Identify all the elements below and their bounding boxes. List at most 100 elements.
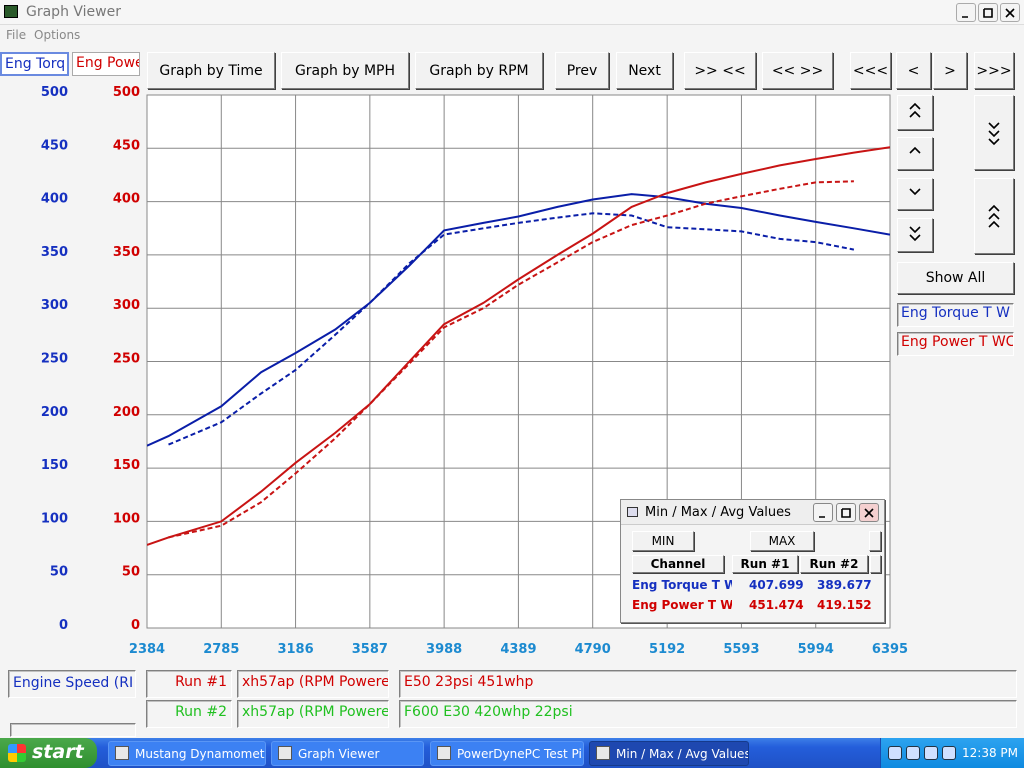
task-icon [278,746,292,760]
taskbar-task[interactable]: Graph Viewer [271,741,424,766]
title-bar [0,0,1024,25]
chevron [909,146,921,154]
taskbar-task[interactable]: PowerDynePC Test Pi... [430,741,584,766]
scroll-button[interactable] [897,218,933,252]
popup-scroll[interactable] [869,531,881,551]
popup-max-button[interactable] [836,503,856,522]
table-cell: Eng Power T W( [632,598,732,612]
y2-tick-label: 450 [113,138,140,153]
popup-min-button[interactable] [813,503,833,522]
scroll-button[interactable] [897,137,933,170]
menu-item[interactable]: Options [34,28,81,42]
window-min-button[interactable] [956,3,976,22]
y-tick-label: 200 [41,405,68,420]
scroll-button[interactable] [974,95,1014,170]
task-icon [437,746,451,760]
scroll-button[interactable] [897,178,933,210]
x-tick-label: 5994 [798,642,834,657]
chevron [909,110,921,118]
icon [909,146,921,154]
popup-header-end [870,555,881,573]
toolbar-button[interactable]: Graph by MPH [281,52,409,89]
y2-tick-label: 100 [113,511,140,526]
y-tick-label: 150 [41,458,68,473]
windows-logo [8,744,26,762]
icon [962,15,968,18]
chevron [909,102,921,110]
chevron [983,7,993,18]
chevron [988,212,1000,220]
toolbar-button[interactable]: >> << [684,52,756,89]
table-cell: 389.677 [817,578,872,592]
icon [983,7,993,18]
toolbar-button[interactable]: Prev [555,52,609,89]
y-tick-label: 250 [41,352,68,367]
x-tick-label: 2384 [129,642,165,657]
icon [909,226,921,242]
clock: 12:38 PM [962,746,1018,760]
x-tick-label: 5593 [723,642,759,657]
channel-tab[interactable]: Eng Torq [0,52,69,76]
y-tick-label: 350 [41,245,68,260]
task-icon [115,746,129,760]
popup-icon [627,507,638,517]
icon [819,515,825,518]
chevron [988,121,1000,129]
y-tick-label: 50 [50,565,68,580]
x-tick-label: 5192 [649,642,685,657]
tray-icon [924,746,938,760]
toolbar-button[interactable]: << >> [762,52,833,89]
column-header: Run #2 [800,555,868,573]
chevron [841,507,851,518]
show-all-button[interactable]: Show All [897,262,1014,294]
scroll-button[interactable] [974,178,1014,254]
channel-box[interactable]: Eng Torque T W [897,303,1014,327]
y2-tick-label: 200 [113,405,140,420]
run-file: xh57ap (RPM Powere [237,700,389,728]
x-tick-label: 3988 [426,642,462,657]
chevron [909,234,921,242]
run-label: Run #1 [146,670,232,698]
menu-item[interactable]: File [6,28,27,42]
chevron [909,188,921,196]
table-cell: 419.152 [817,598,872,612]
window-max-button[interactable] [978,3,998,22]
icon [1005,7,1015,18]
column-header: Run #1 [732,555,798,573]
toolbar-button[interactable]: > [933,52,967,89]
y2-tick-label: 150 [113,458,140,473]
popup-button[interactable]: MAX [750,531,814,551]
chevron [1005,7,1015,18]
taskbar-task[interactable]: Min / Max / Avg Values [589,741,749,766]
icon [988,121,1000,145]
chevron [864,507,874,518]
icon [909,188,921,196]
toolbar-button[interactable]: >>> [974,52,1014,89]
channel-box[interactable]: Eng Power T WC [897,332,1014,356]
toolbar-button[interactable]: Next [616,52,673,89]
toolbar-button[interactable]: Graph by Time [147,52,275,89]
window-title: Graph Viewer [26,4,121,20]
popup-button[interactable]: MIN [632,531,694,551]
run-note: E50 23psi 451whp [399,670,1017,698]
y-tick-label: 0 [59,618,68,633]
min-max-popup: Min / Max / Avg Values MIN MAX Channel Run #… [620,499,885,623]
y2-tick-label: 350 [113,245,140,260]
chevron [988,220,1000,228]
tray-icon [942,746,956,760]
scroll-button[interactable] [897,95,933,130]
task-icon [596,746,610,760]
column-header: Channel [632,555,724,573]
taskbar-task[interactable]: Mustang Dynamomet... [108,741,266,766]
popup-close-button[interactable] [859,503,879,522]
channel-field[interactable]: Engine Speed (RI [8,670,136,698]
x-tick-label: 3587 [352,642,388,657]
window-close-button[interactable] [1000,3,1020,22]
toolbar-button[interactable]: <<< [850,52,891,89]
data-line [168,180,854,539]
toolbar-button[interactable]: < [896,52,931,89]
toolbar-button[interactable]: Graph by RPM [415,52,543,89]
channel-tab[interactable]: Eng Powe [72,52,140,76]
chevron [988,204,1000,212]
